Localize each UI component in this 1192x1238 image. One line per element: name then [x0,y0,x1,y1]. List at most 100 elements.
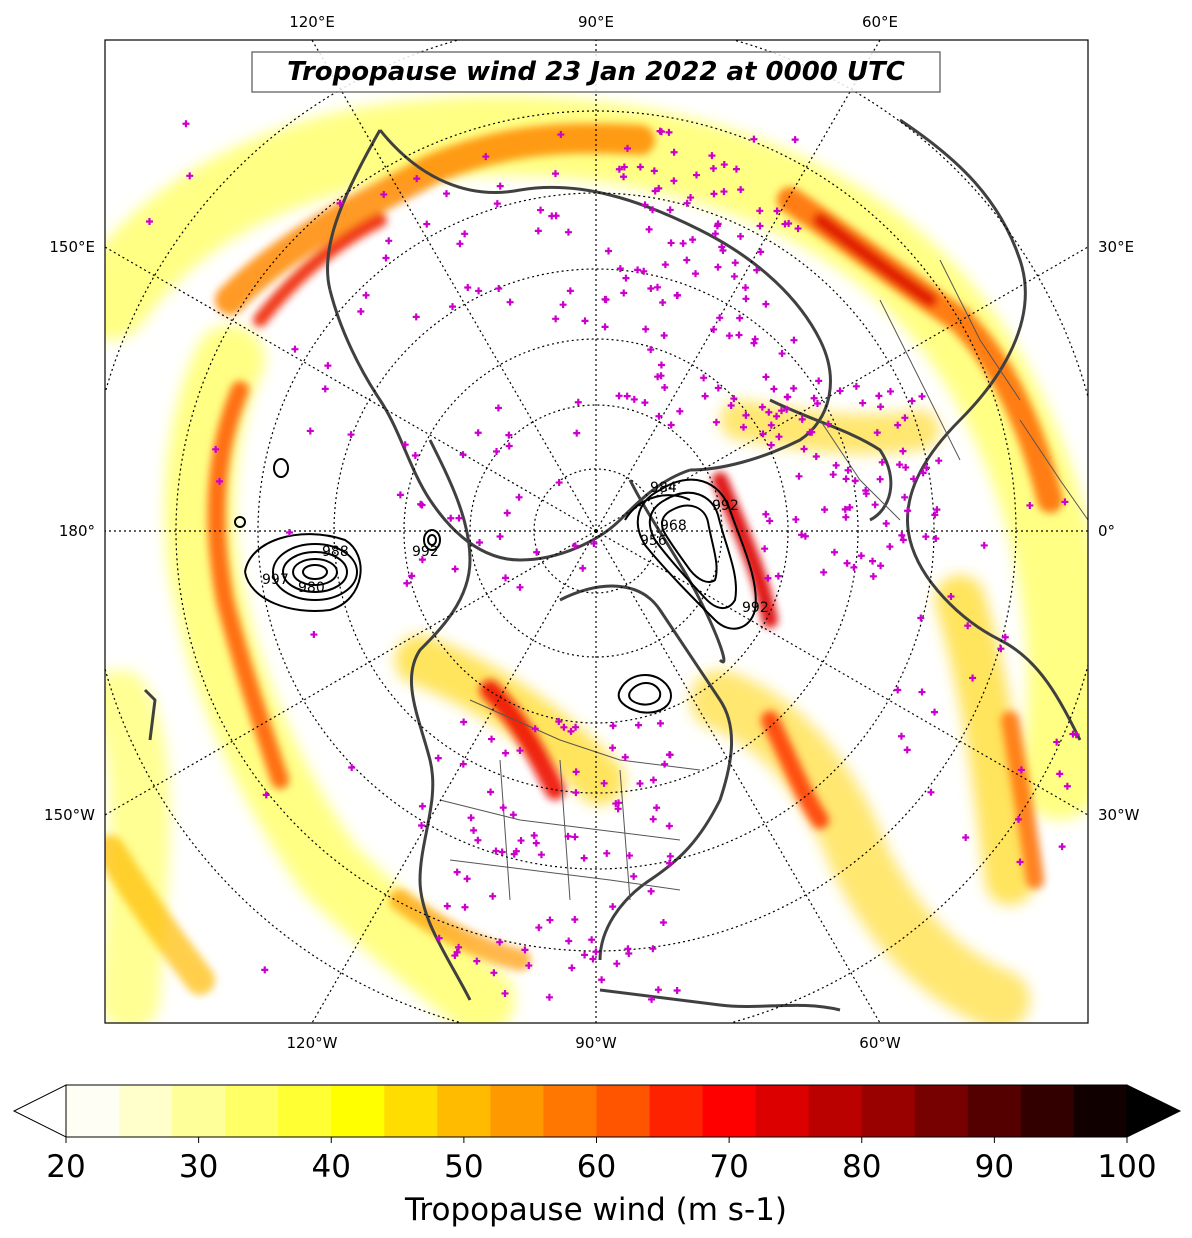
station-marker [442,190,450,198]
station-marker [753,266,761,274]
station-marker [917,614,925,622]
colorbar-tick-label: 40 [312,1149,351,1185]
station-marker [800,445,808,453]
station-marker [778,407,786,415]
colorbar-swatch [543,1085,598,1137]
station-marker [487,788,495,796]
station-marker [767,441,775,449]
colorbar-swatch [66,1085,120,1137]
station-marker [499,804,507,812]
station-marker [623,392,631,400]
station-marker [873,429,881,437]
station-marker [980,541,988,549]
station-marker [449,303,457,311]
station-marker [459,760,467,768]
station-marker [488,735,496,743]
colorbar-swatch [119,1085,173,1137]
station-marker [212,445,220,453]
station-marker [470,826,478,834]
wind-shading [105,95,1088,1023]
colorbar-swatch [1020,1085,1075,1137]
colorbar-tick-label: 80 [842,1149,881,1185]
station-marker [623,144,631,152]
station-marker [687,194,695,202]
station-marker [670,177,678,185]
station-marker [412,313,420,321]
map-frame [104,39,1089,1024]
station-marker [474,836,482,844]
station-marker [683,256,691,264]
station-marker [899,447,907,455]
station-marker [757,248,765,256]
station-marker [661,261,669,269]
station-marker [579,564,587,572]
station-marker [609,722,617,730]
contour-label: 997 [262,572,289,588]
colorbar-tick-label: 20 [46,1149,85,1185]
station-marker [714,263,722,271]
station-marker [630,872,638,880]
station-marker [791,136,799,144]
station-marker [846,503,854,511]
station-marker [902,463,910,471]
station-marker [665,128,673,136]
station-marker [581,317,589,325]
station-marker [348,763,356,771]
station-marker [467,814,475,822]
station-marker [773,207,781,215]
station-marker [380,191,388,198]
station-marker [783,393,791,401]
colorbar-swatch [437,1085,491,1137]
station-marker [621,753,629,761]
station-marker [661,760,669,768]
station-marker [560,723,568,731]
station-marker [572,768,580,776]
station-marker [502,749,510,757]
station-marker [557,131,565,139]
station-marker [537,851,545,859]
station-marker [730,272,738,280]
station-marker [692,171,700,179]
station-marker [665,751,673,759]
coastlines [143,118,1082,1012]
station-marker [1056,770,1064,778]
station-marker [525,962,533,970]
station-marker [572,723,580,731]
station-marker [919,469,927,477]
station-marker [727,401,735,409]
station-marker [756,207,764,215]
station-marker [503,509,511,517]
station-marker [666,852,674,860]
station-marker [718,243,726,251]
station-marker [453,868,461,876]
station-marker [459,451,467,459]
station-marker [418,802,426,810]
station-marker [882,520,890,528]
station-marker [730,395,738,403]
station-marker [385,237,393,245]
station-marker [657,128,665,136]
station-marker [647,887,655,895]
station-marker [708,152,716,160]
station-marker [1015,815,1023,823]
station-marker [935,457,943,465]
station-marker [655,412,663,420]
station-marker [535,924,543,932]
station-marker [464,284,472,292]
station-marker [636,779,644,787]
station-marker [573,429,581,437]
station-marker [640,267,648,275]
contour-label: 984 [650,480,677,496]
station-marker [731,259,739,267]
station-marker [1016,858,1024,866]
station-marker [725,332,733,340]
station-marker [565,937,573,945]
station-marker [434,754,442,762]
station-marker [918,392,926,400]
station-marker [908,397,916,405]
left-label: 150°W [44,806,95,824]
contour-label: 992 [742,600,769,616]
station-marker [496,938,504,946]
station-marker [455,514,463,522]
station-marker [324,362,332,370]
